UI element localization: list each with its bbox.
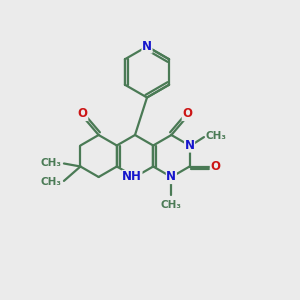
Text: CH₃: CH₃ [40,158,61,168]
Text: O: O [78,107,88,121]
Text: CH₃: CH₃ [206,131,227,141]
Text: N: N [167,170,176,184]
Text: O: O [210,160,220,173]
Text: N: N [142,40,152,53]
Text: O: O [182,107,192,121]
Text: CH₃: CH₃ [161,200,182,210]
Text: N: N [184,139,195,152]
Text: NH: NH [122,170,142,184]
Text: CH₃: CH₃ [40,177,61,187]
